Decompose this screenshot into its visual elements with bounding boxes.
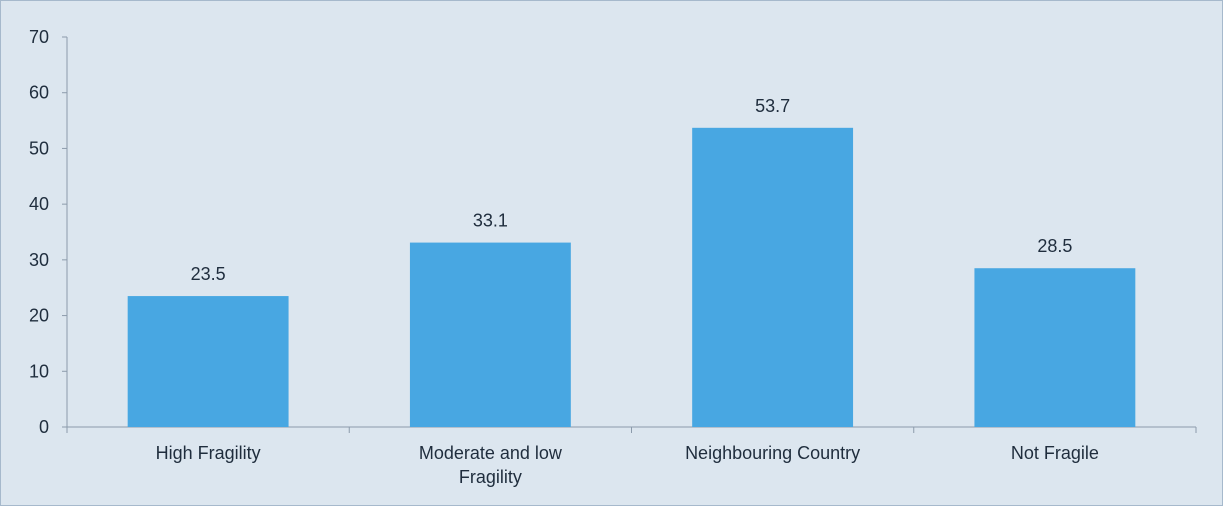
y-tick-label: 10	[29, 361, 49, 381]
data-label: 23.5	[191, 264, 226, 284]
data-labels: 23.5 33.1 53.7 28.5	[191, 96, 1073, 284]
category-label: Moderate and low	[419, 443, 563, 463]
data-label: 33.1	[473, 211, 508, 231]
y-tick-label: 30	[29, 250, 49, 270]
y-axis: 0 10 20 30 40 50 60 70	[29, 27, 68, 437]
x-axis	[66, 426, 1197, 433]
bar	[692, 127, 854, 428]
y-tick-label: 40	[29, 194, 49, 214]
data-label: 28.5	[1037, 236, 1072, 256]
bars	[127, 127, 1136, 428]
y-tick-label: 20	[29, 306, 49, 326]
bar	[974, 268, 1136, 427]
y-tick-label: 50	[29, 138, 49, 158]
category-label: Neighbouring Country	[685, 443, 860, 463]
category-labels: High Fragility Moderate and low Fragility N…	[156, 443, 1099, 487]
bar	[127, 296, 289, 427]
y-tick-label: 0	[39, 417, 49, 437]
y-tick-label: 70	[29, 27, 49, 47]
y-tick-label: 60	[29, 83, 49, 103]
category-label: Fragility	[459, 467, 522, 487]
category-label: High Fragility	[156, 443, 261, 463]
category-label: Not Fragile	[1011, 443, 1099, 463]
bar	[409, 242, 571, 427]
data-label: 53.7	[755, 96, 790, 116]
